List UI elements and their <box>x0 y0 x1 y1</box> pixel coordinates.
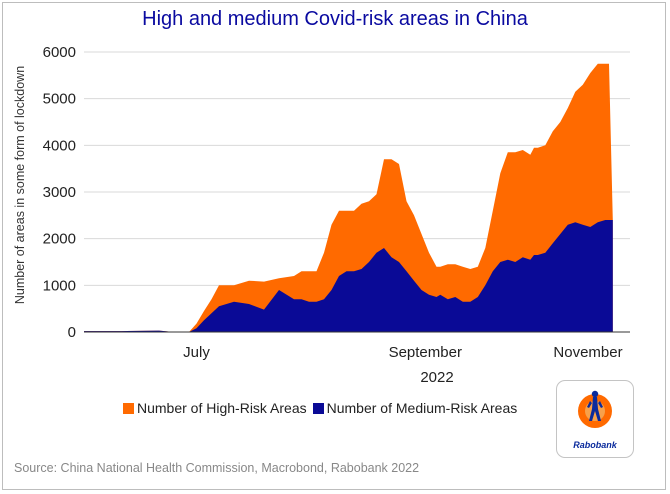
legend-item-high-risk: Number of High-Risk Areas <box>123 400 307 416</box>
legend: Number of High-Risk Areas Number of Medi… <box>123 400 523 416</box>
x-tick-labels: July September November <box>183 344 622 361</box>
y-tick-label: 5000 <box>43 91 76 108</box>
legend-item-medium-risk: Number of Medium-Risk Areas <box>312 400 518 416</box>
y-tick-label: 2000 <box>43 231 76 248</box>
legend-label-medium-risk: Number of Medium-Risk Areas <box>326 400 518 416</box>
rabobank-emblem-icon <box>578 390 612 428</box>
y-tick-labels: 0 1000 2000 3000 4000 5000 6000 <box>43 44 76 341</box>
logo-wordmark: Rabobank <box>573 440 617 450</box>
series-medium-risk-area <box>84 220 613 332</box>
series-high-risk-area <box>84 63 613 332</box>
area-chart: 0 1000 2000 3000 4000 5000 6000 July September N… <box>43 44 630 386</box>
y-tick-label: 4000 <box>43 137 76 154</box>
source-note: Source: China National Health Commission… <box>14 461 420 475</box>
y-tick-label: 1000 <box>43 277 76 294</box>
y-tick-label: 3000 <box>43 184 76 201</box>
y-tick-label: 6000 <box>43 44 76 61</box>
x-tick-label: November <box>553 344 622 361</box>
x-axis-label: 2022 <box>420 369 453 386</box>
y-tick-label: 0 <box>68 324 76 341</box>
legend-swatch-medium-risk <box>312 402 324 414</box>
rabobank-logo: Rabobank <box>556 380 634 458</box>
legend-swatch-high-risk <box>123 402 134 414</box>
x-tick-label: July <box>183 344 210 361</box>
chart-title: High and medium Covid-risk areas in Chin… <box>142 8 528 30</box>
x-tick-label: September <box>389 344 462 361</box>
legend-label-high-risk: Number of High-Risk Areas <box>137 400 307 416</box>
